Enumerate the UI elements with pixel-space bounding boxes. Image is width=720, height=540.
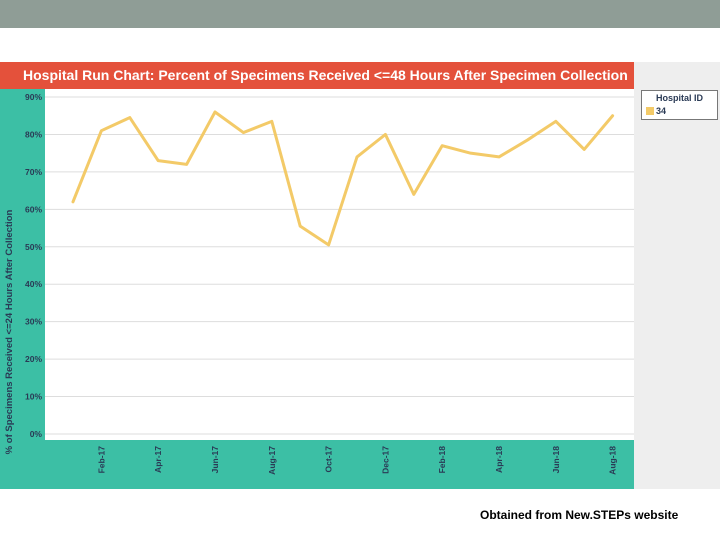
y-tick-label: 50%: [25, 242, 42, 252]
source-note: Obtained from New.STEPs website: [480, 508, 679, 522]
data-point: [213, 110, 217, 114]
legend-swatch: [646, 107, 654, 115]
x-tick-label: Jun-17: [210, 446, 220, 474]
y-tick-label: 70%: [25, 167, 42, 177]
x-tick-label: Jun-18: [551, 446, 561, 474]
legend: Hospital ID 34: [641, 90, 718, 120]
data-point: [128, 116, 131, 119]
y-tick-label: 40%: [25, 279, 42, 289]
y-tick-label: 90%: [25, 92, 42, 102]
data-point: [157, 159, 160, 162]
data-point: [242, 131, 245, 134]
x-tick-label: Apr-17: [153, 446, 163, 473]
data-point: [611, 114, 614, 117]
x-axis-band: [45, 440, 634, 489]
x-tick-label: Feb-18: [437, 446, 447, 474]
x-tick-label: Aug-18: [608, 446, 618, 475]
x-tick-label: Oct-17: [324, 446, 334, 473]
y-tick-labels: 0% 10% 20% 30% 40% 50% 60% 70% 80% 90%: [25, 92, 42, 439]
legend-entry-34: 34: [656, 106, 667, 116]
plot-area: [45, 89, 634, 440]
x-tick-label: Aug-17: [267, 446, 277, 475]
legend-panel: [634, 62, 720, 489]
data-point: [526, 138, 529, 142]
data-point: [412, 193, 415, 196]
y-axis-label: % of Specimens Received <=24 Hours After…: [4, 209, 15, 454]
data-point: [441, 144, 444, 147]
data-point: [554, 120, 557, 123]
data-point: [270, 120, 273, 123]
y-tick-label: 80%: [25, 129, 42, 139]
data-point: [100, 129, 103, 132]
y-tick-label: 60%: [25, 204, 42, 214]
x-tick-label: Dec-17: [380, 446, 390, 474]
y-tick-label: 30%: [25, 317, 42, 327]
series-lines: [71, 110, 615, 247]
data-point: [355, 155, 359, 159]
run-chart: 0% 10% 20% 30% 40% 50% 60% 70% 80% 90% Feb-17 Apr-…: [4, 89, 634, 475]
data-point: [497, 155, 501, 159]
top-banner: [0, 0, 720, 28]
data-point: [469, 151, 472, 155]
y-axis-band: [0, 62, 45, 489]
data-point: [71, 200, 75, 204]
data-point: [384, 133, 387, 136]
y-tick-label: 0%: [30, 429, 43, 439]
data-point: [185, 163, 188, 166]
data-point: [583, 148, 586, 151]
x-tick-label: Apr-18: [494, 446, 504, 473]
x-tick-labels: Feb-17 Apr-17 Jun-17 Aug-17 Oct-17 Dec-17 Feb-…: [96, 446, 617, 475]
data-point: [327, 243, 330, 247]
legend-title: Hospital ID: [656, 93, 704, 103]
y-tick-label: 10%: [25, 392, 42, 402]
data-point: [299, 224, 302, 228]
chart-title: Hospital Run Chart: Percent of Specimens…: [0, 62, 634, 89]
chart-frame: Hospital Run Chart: Percent of Specimens…: [0, 62, 720, 489]
x-tick-label: Feb-17: [96, 446, 106, 474]
series-line-34: [71, 110, 615, 247]
y-tick-label: 20%: [25, 354, 42, 364]
